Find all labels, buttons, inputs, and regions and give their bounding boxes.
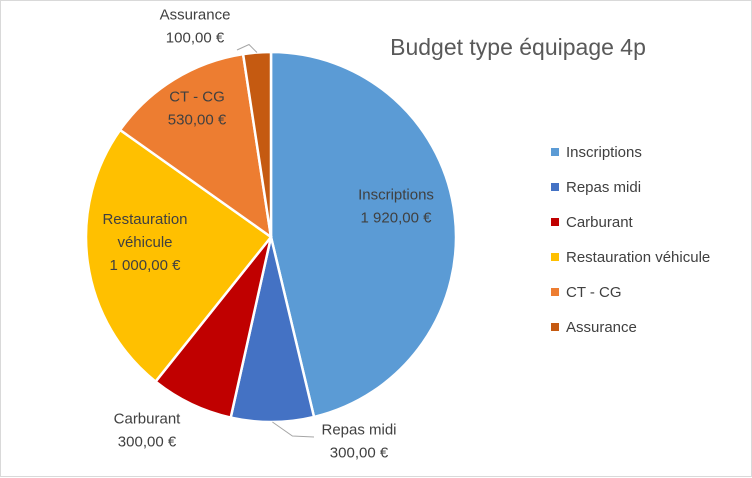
pie-slice-ct-cg [118, 52, 273, 240]
data-labels: Inscriptions 1 920,00 € Repas midi 300,00 €… [102, 7, 433, 462]
data-label-assurance: Assurance 100,00 € [160, 7, 231, 47]
legend-label-ct-cg: CT - CG [566, 284, 622, 301]
legend-swatch-restauration-vehicule [551, 253, 559, 261]
pie-slices [84, 50, 458, 424]
legend-swatch-carburant [551, 218, 559, 226]
legend-label-inscriptions: Inscriptions [566, 144, 642, 161]
data-label-inscriptions: Inscriptions 1 920,00 € [358, 187, 434, 227]
legend-swatch-inscriptions [551, 148, 559, 156]
legend: Inscriptions Repas midi Carburant Restaurat… [551, 144, 710, 336]
leader-lines [236, 43, 315, 438]
legend-label-repas-midi: Repas midi [566, 179, 641, 196]
legend-label-assurance: Assurance [566, 319, 637, 336]
legend-label-restauration-vehicule: Restauration véhicule [566, 249, 710, 266]
legend-swatch-assurance [551, 323, 559, 331]
pie-slice-inscriptions [269, 50, 458, 419]
data-label-restauration-vehicule: Restauration véhicule 1 000,00 € [102, 211, 187, 274]
chart-title: Budget type équipage 4p [390, 34, 646, 60]
leader-line-repas-midi [272, 421, 315, 438]
pie-slice-assurance [241, 50, 273, 238]
data-label-carburant: Carburant 300,00 € [114, 411, 182, 451]
legend-swatch-repas-midi [551, 183, 559, 191]
legend-label-carburant: Carburant [566, 214, 634, 231]
leader-line-assurance [236, 43, 258, 53]
data-label-ct-cg: CT - CG 530,00 € [168, 89, 227, 129]
pie-slice-restauration-vehicule [84, 128, 273, 384]
legend-swatch-ct-cg [551, 288, 559, 296]
data-label-repas-midi: Repas midi 300,00 € [321, 422, 396, 462]
